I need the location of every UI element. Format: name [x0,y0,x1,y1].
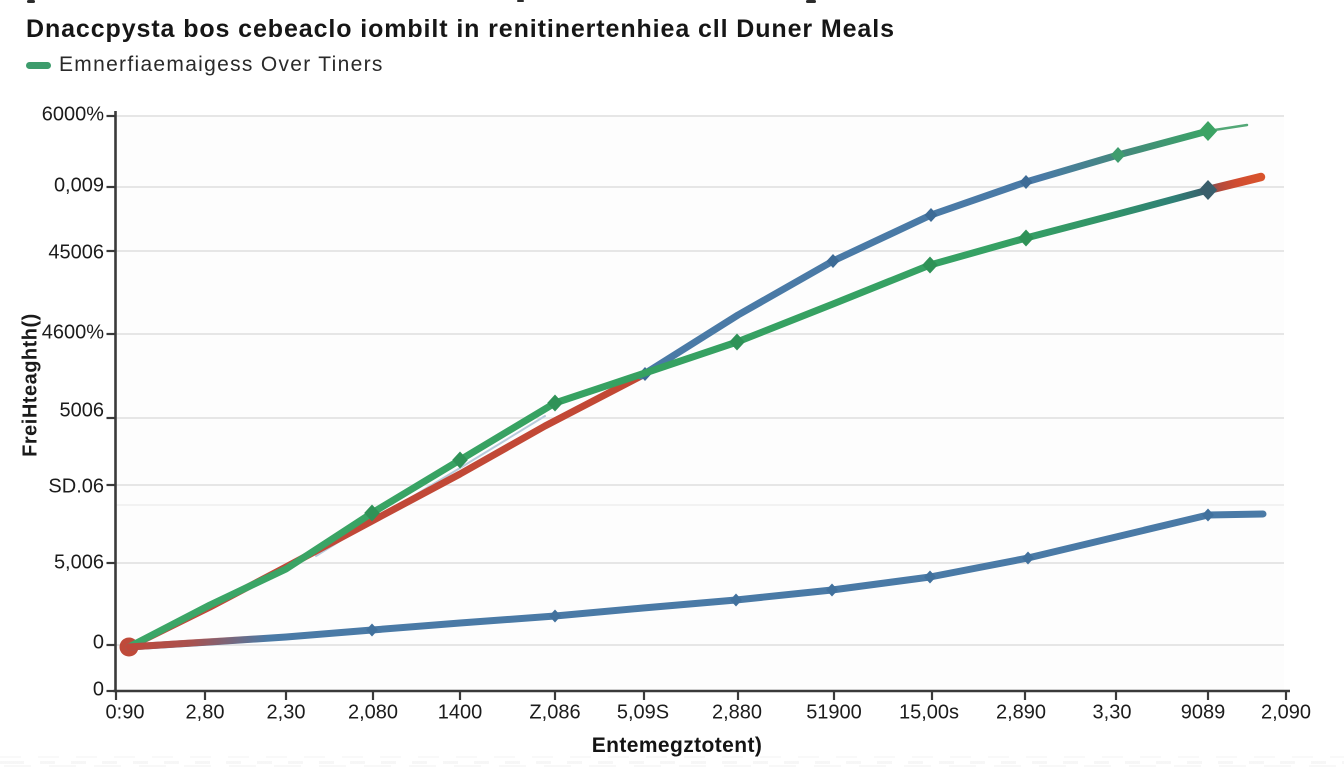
series-3-marker [549,609,561,623]
x-tick-label: 2,30 [266,701,306,724]
x-tick-label: 2,80 [185,701,225,724]
series-2-marker [922,256,938,274]
y-tick-label: 0 [92,678,104,701]
x-tick-label: 15,00s [898,701,960,724]
x-tick-label: 2,080 [347,701,399,724]
legend-swatch-green-line [26,61,51,69]
series-3-marker [1202,508,1214,522]
x-tick-label: 2,890 [995,701,1047,724]
series-2-marker [547,394,563,412]
legend: Emnerfiaemaigess Over Tiners [26,53,384,77]
series-3-marker [924,570,936,584]
series-3-marker [366,623,378,637]
series-3-marker [730,593,742,607]
y-tick-label: 4600% [41,321,104,344]
series-2-marker [729,333,745,351]
x-tick-label: 0:90 [105,701,145,724]
top-edge-smudge [27,0,35,3]
y-tick-label: 45006 [48,241,104,264]
series-2-tail [1203,172,1266,195]
legend-label: Emnerfiaemaigess Over Tiners [59,53,384,76]
chart-title: Dnaccpysta bos cebeaclo iombilt in renit… [26,15,895,43]
x-tick-label: 1400 [437,701,483,724]
series-1-end-marker [1198,121,1218,141]
x-tick-label: 3,30 [1092,701,1132,724]
y-tick-label: 0 [92,631,104,654]
x-axis-title: Entemegztotent) [591,734,763,757]
x-tick-label: 51900 [806,701,862,724]
y-axis-title: FreiHteaghth() [19,313,42,457]
y-tick-label: 5,006 [53,551,104,574]
y-tick-label: 0,009 [53,174,104,197]
series-2-marker [452,451,468,469]
x-tick-label: 2,090 [1260,701,1312,724]
top-edge-smudge [806,0,816,3]
series-2-end-marker [1198,180,1218,200]
y-tick-label: 6000% [41,103,104,126]
series-start-overlay-3 [125,634,272,651]
x-tick-label: 2,880 [711,701,763,724]
series-3-marker [1022,551,1034,565]
series-3-marker [826,583,838,597]
x-tick-label: Z,086 [529,701,581,724]
series-2-marker [1018,229,1034,247]
y-tick-label: 5006 [59,399,105,422]
series-1-marker [1019,175,1033,189]
x-tick-label: 5,09S [616,701,670,724]
plot-area-background [115,116,1284,691]
series-1-marker [924,208,938,222]
top-edge-smudge [517,0,524,2]
series-2-marker [364,504,380,522]
series-1-end-marker [1110,147,1126,163]
x-tick-label: 9089 [1180,701,1226,724]
y-tick-label: SD.06 [48,475,104,498]
series-1-marker [826,254,840,268]
